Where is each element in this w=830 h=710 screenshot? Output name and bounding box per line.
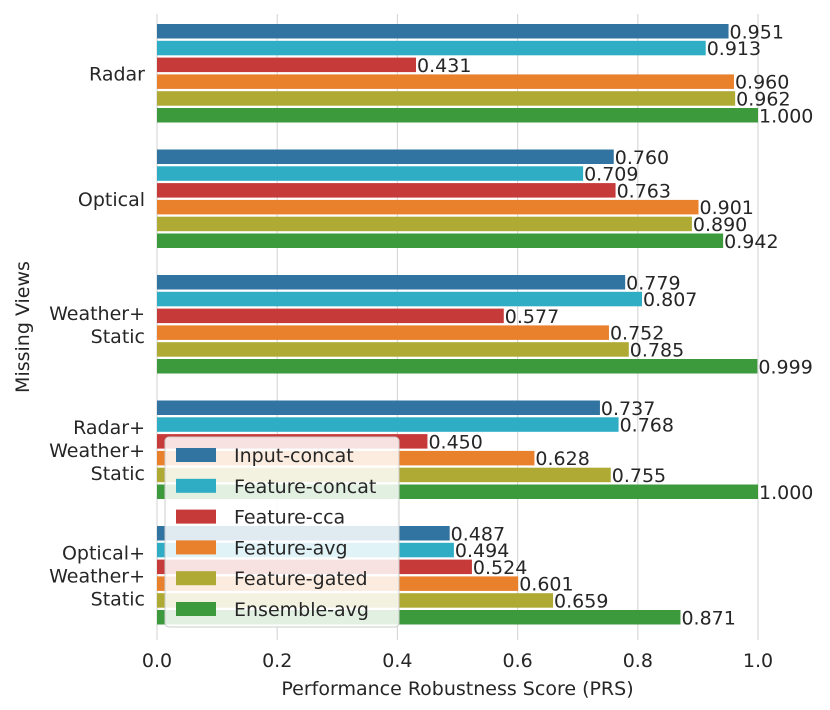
data-label: 0.450 bbox=[428, 431, 482, 453]
legend-swatch bbox=[176, 509, 216, 524]
data-label: 0.942 bbox=[724, 231, 778, 253]
data-label: 0.999 bbox=[758, 356, 812, 378]
data-labels: 0.9510.9130.4310.9600.9621.0000.7600.709… bbox=[417, 21, 813, 629]
bar-feature-avg-2 bbox=[157, 325, 609, 340]
data-label: 0.901 bbox=[700, 197, 754, 219]
data-label: 0.524 bbox=[473, 557, 527, 579]
bar-ensemble-avg-0 bbox=[157, 108, 758, 123]
legend-swatch bbox=[176, 478, 216, 493]
data-label: 0.779 bbox=[626, 272, 680, 294]
bar-feature-gated-2 bbox=[157, 342, 629, 357]
bar-input-concat-0 bbox=[157, 24, 729, 39]
x-tick-label: 1.0 bbox=[743, 650, 773, 672]
x-tick-labels: 0.0 0.2 0.4 0.6 0.8 1.0 bbox=[142, 650, 773, 672]
data-label: 1.000 bbox=[759, 482, 813, 504]
data-label: 0.755 bbox=[612, 465, 666, 487]
bar-feature-concat-3 bbox=[157, 417, 619, 432]
data-label: 0.763 bbox=[617, 180, 671, 202]
bar-feature-gated-0 bbox=[157, 91, 736, 106]
legend-entry: Ensemble-avg bbox=[234, 599, 369, 621]
y-axis-title: Missing Views bbox=[12, 261, 34, 393]
y-category-label: Radar bbox=[89, 63, 145, 85]
data-label: 1.000 bbox=[759, 105, 813, 127]
bar-feature-cca-1 bbox=[157, 183, 616, 198]
legend-entry: Feature-cca bbox=[234, 507, 345, 529]
data-label: 0.628 bbox=[535, 448, 589, 470]
data-label: 0.890 bbox=[693, 214, 747, 236]
bar-feature-cca-2 bbox=[157, 308, 504, 324]
bar-input-concat-1 bbox=[157, 149, 614, 164]
x-axis-title: Performance Robustness Score (PRS) bbox=[281, 678, 633, 700]
legend-swatch bbox=[176, 571, 216, 586]
data-label: 0.768 bbox=[620, 415, 674, 437]
legend-entry: Feature-gated bbox=[234, 568, 368, 590]
x-tick-label: 0.0 bbox=[142, 650, 172, 672]
legend-entry: Input-concat bbox=[234, 445, 354, 467]
data-label: 0.709 bbox=[584, 164, 638, 186]
bar-feature-gated-1 bbox=[157, 216, 692, 232]
data-label: 0.752 bbox=[610, 323, 664, 345]
legend: Input-concat Feature-concat Feature-cca Fea… bbox=[164, 436, 400, 628]
data-label: 0.601 bbox=[519, 574, 573, 596]
bar-feature-concat-1 bbox=[157, 166, 584, 181]
legend-swatch bbox=[176, 602, 216, 616]
bar-feature-avg-0 bbox=[157, 74, 734, 89]
bar-feature-concat-0 bbox=[157, 40, 706, 56]
data-label: 0.807 bbox=[643, 289, 697, 311]
legend-box bbox=[164, 436, 400, 628]
legend-swatch bbox=[176, 540, 216, 555]
legend-swatch bbox=[176, 448, 216, 462]
y-category-label: Optical+ Weather+ Static bbox=[49, 542, 145, 610]
x-tick-label: 0.2 bbox=[262, 650, 292, 672]
legend-entry: Feature-concat bbox=[234, 476, 376, 498]
bar-input-concat-3 bbox=[157, 400, 600, 415]
bar-feature-concat-2 bbox=[157, 291, 643, 307]
data-label: 0.913 bbox=[707, 38, 761, 60]
y-category-label: Weather+ Static bbox=[49, 303, 145, 348]
data-label: 0.760 bbox=[615, 147, 669, 169]
y-category-label: Radar+ Weather+ Static bbox=[49, 417, 145, 485]
data-label: 0.737 bbox=[601, 398, 655, 420]
bar-ensemble-avg-1 bbox=[157, 233, 724, 248]
data-label: 0.785 bbox=[630, 339, 684, 361]
bar-ensemble-avg-2 bbox=[157, 359, 758, 374]
y-category-label: Optical bbox=[78, 189, 145, 211]
x-tick-label: 0.6 bbox=[502, 650, 532, 672]
y-category-labels: Radar Optical Weather+ Static Radar+ Weather+… bbox=[49, 63, 145, 610]
x-tick-label: 0.4 bbox=[382, 650, 412, 672]
data-label: 0.962 bbox=[736, 88, 790, 110]
x-tick-label: 0.8 bbox=[623, 650, 653, 672]
data-label: 0.487 bbox=[451, 523, 505, 545]
data-label: 0.494 bbox=[455, 540, 509, 562]
data-label: 0.659 bbox=[554, 590, 608, 612]
data-label: 0.871 bbox=[681, 607, 735, 629]
data-label: 0.960 bbox=[735, 72, 789, 94]
bar-feature-avg-1 bbox=[157, 199, 699, 215]
bar-feature-cca-0 bbox=[157, 57, 417, 73]
data-label: 0.577 bbox=[505, 306, 559, 328]
data-label: 0.951 bbox=[730, 21, 784, 43]
data-label: 0.431 bbox=[417, 55, 471, 77]
legend-entry: Feature-avg bbox=[234, 537, 348, 559]
bar-input-concat-2 bbox=[157, 275, 626, 290]
